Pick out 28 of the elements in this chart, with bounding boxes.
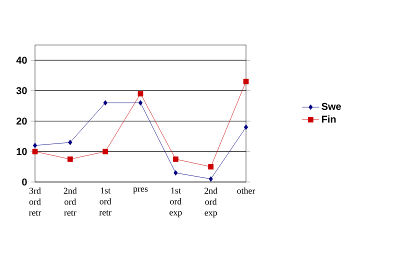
point [243,78,249,84]
x-tick-label: 1st ord exp [170,188,182,218]
point [174,170,178,176]
x-tick-label: 3rd ord retr [28,188,42,216]
point [32,142,38,148]
point [244,124,248,130]
point [67,156,73,162]
point [172,156,178,162]
point [68,140,72,146]
x-tick-label: 2nd ord retr [64,188,77,216]
x-tick-label: other [237,188,256,194]
point [102,148,108,154]
x-tick-label: 2nd ord exp [204,188,218,218]
legend-label: Swe [322,102,341,110]
point [208,176,213,182]
point [138,91,144,96]
point [138,100,143,106]
point [208,164,214,170]
legend-label: Fin [322,115,336,123]
y-tick-label: 10 [16,148,27,156]
point [32,148,38,154]
x-tick-label: pres [133,188,148,194]
y-tick-label: 20 [16,118,27,125]
y-tick-label: 0 [22,178,27,186]
x-tick-label: 1st ord retr [99,188,112,216]
y-tick-label: 40 [16,56,27,64]
y-tick-label: 30 [16,87,27,94]
point [103,100,108,106]
